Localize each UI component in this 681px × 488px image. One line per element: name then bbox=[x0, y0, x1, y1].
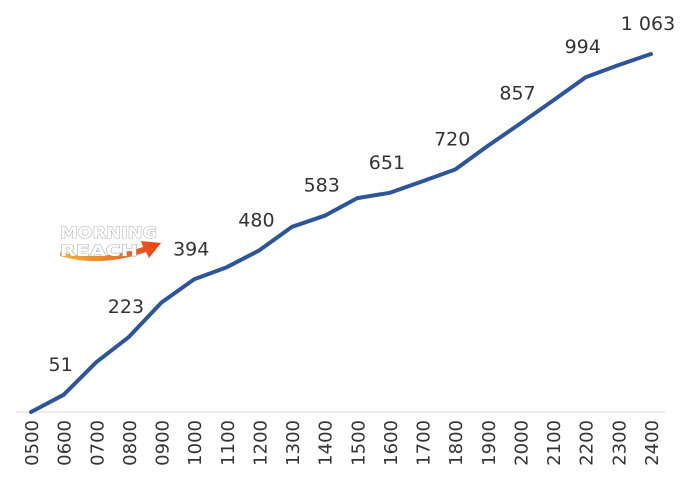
x-tick-label: 0600 bbox=[55, 420, 76, 466]
x-tick-label: 2100 bbox=[544, 420, 565, 466]
data-label: 1 063 bbox=[621, 13, 675, 35]
logo-line1: MORNING bbox=[60, 223, 157, 242]
x-tick-label: 1700 bbox=[414, 420, 435, 466]
x-tick-label: 0500 bbox=[22, 420, 43, 466]
data-label: 994 bbox=[565, 36, 601, 58]
data-label: 51 bbox=[49, 354, 73, 376]
x-tick-label: 0900 bbox=[153, 420, 174, 466]
data-label: 857 bbox=[499, 82, 535, 104]
x-tick-label: 1600 bbox=[381, 420, 402, 466]
morning-reach-logo: MORNING REACH bbox=[60, 223, 161, 262]
data-label: 394 bbox=[173, 238, 209, 260]
logo-line2: REACH bbox=[60, 241, 138, 260]
x-tick-label: 1100 bbox=[218, 420, 239, 466]
x-tick-label: 1400 bbox=[316, 420, 337, 466]
x-tick-label: 1800 bbox=[446, 420, 467, 466]
x-tick-label: 2300 bbox=[609, 420, 630, 466]
data-label: 651 bbox=[369, 152, 405, 174]
x-tick-label: 1000 bbox=[185, 420, 206, 466]
x-tick-label: 1300 bbox=[283, 420, 304, 466]
x-tick-labels: 0500 0600 0700 0800 0900 1000 1100 1200 1300 1400… bbox=[22, 420, 663, 466]
x-tick-label: 1200 bbox=[250, 420, 271, 466]
x-tick-label: 0700 bbox=[87, 420, 108, 466]
data-label: 583 bbox=[304, 175, 340, 197]
x-tick-label: 2400 bbox=[642, 420, 663, 466]
data-label: 480 bbox=[238, 209, 274, 231]
x-tick-label: 1500 bbox=[348, 420, 369, 466]
data-label: 720 bbox=[434, 129, 470, 151]
x-tick-label: 2000 bbox=[512, 420, 533, 466]
x-tick-label: 1900 bbox=[479, 420, 500, 466]
data-label: 223 bbox=[108, 296, 144, 318]
series-line bbox=[29, 52, 653, 414]
x-tick-label: 2200 bbox=[577, 420, 598, 466]
data-labels: 51 223 394 480 583 651 720 857 994 1 063 bbox=[49, 13, 676, 376]
x-tick-label: 0800 bbox=[120, 420, 141, 466]
logo-arrow bbox=[60, 241, 161, 262]
